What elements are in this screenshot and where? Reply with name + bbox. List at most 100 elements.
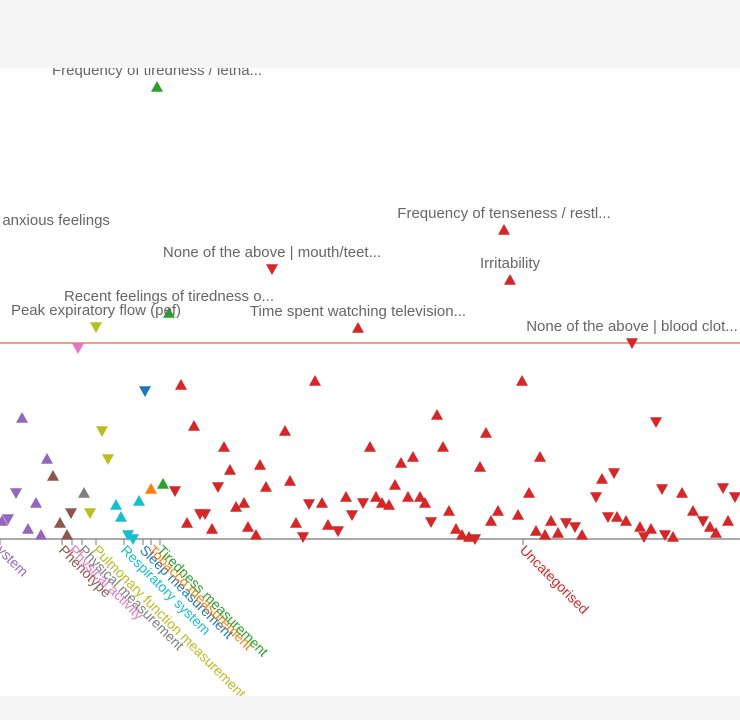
data-point-25[interactable] [534, 451, 546, 462]
data-point-19[interactable] [480, 427, 492, 438]
data-point-63[interactable] [230, 501, 242, 512]
data-point-58[interactable] [110, 499, 122, 510]
data-point-2[interactable] [266, 264, 278, 275]
data-point-57[interactable] [30, 497, 42, 508]
data-point-96[interactable] [634, 521, 646, 532]
data-point-50[interactable] [414, 491, 426, 502]
data-point-112[interactable] [667, 531, 679, 542]
data-point-40[interactable] [169, 486, 181, 497]
data-point-67[interactable] [199, 509, 211, 520]
data-point-62[interactable] [419, 497, 431, 508]
data-point-54[interactable] [238, 497, 250, 508]
data-point-102[interactable] [250, 529, 262, 540]
data-point-92[interactable] [332, 526, 344, 537]
data-point-61[interactable] [383, 499, 395, 510]
data-point-84[interactable] [545, 515, 557, 526]
data-point-91[interactable] [242, 521, 254, 532]
data-point-31[interactable] [47, 470, 59, 481]
data-point-27[interactable] [395, 457, 407, 468]
data-point-22[interactable] [437, 441, 449, 452]
data-point-98[interactable] [704, 521, 716, 532]
data-point-110[interactable] [638, 532, 650, 543]
data-point-80[interactable] [290, 517, 302, 528]
data-point-47[interactable] [340, 491, 352, 502]
data-point-10[interactable] [175, 379, 187, 390]
data-point-45[interactable] [523, 487, 535, 498]
data-point-6[interactable] [352, 322, 364, 333]
data-point-11[interactable] [309, 375, 321, 386]
data-point-7[interactable] [626, 338, 638, 349]
data-point-108[interactable] [552, 527, 564, 538]
data-point-28[interactable] [407, 451, 419, 462]
data-point-107[interactable] [539, 529, 551, 540]
data-point-97[interactable] [645, 523, 657, 534]
data-point-68[interactable] [346, 510, 358, 521]
data-point-44[interactable] [78, 487, 90, 498]
data-point-78[interactable] [54, 517, 66, 528]
data-point-89[interactable] [22, 523, 34, 534]
data-point-111[interactable] [659, 530, 671, 541]
data-point-53[interactable] [133, 495, 145, 506]
data-point-14[interactable] [431, 409, 443, 420]
data-point-60[interactable] [357, 498, 369, 509]
data-point-73[interactable] [611, 511, 623, 522]
data-point-1[interactable] [498, 224, 510, 235]
data-point-0[interactable] [151, 81, 163, 92]
data-point-77[interactable] [0, 515, 8, 526]
data-point-17[interactable] [96, 426, 108, 437]
data-point-21[interactable] [364, 441, 376, 452]
data-point-85[interactable] [560, 518, 572, 529]
data-point-30[interactable] [474, 461, 486, 472]
data-point-52[interactable] [729, 492, 740, 503]
data-point-71[interactable] [512, 509, 524, 520]
data-point-100[interactable] [61, 529, 73, 540]
data-point-8[interactable] [72, 343, 84, 354]
data-point-13[interactable] [16, 412, 28, 423]
data-point-65[interactable] [65, 508, 77, 519]
data-point-51[interactable] [590, 492, 602, 503]
data-point-81[interactable] [322, 519, 334, 530]
data-point-56[interactable] [376, 497, 388, 508]
data-point-83[interactable] [485, 515, 497, 526]
data-point-49[interactable] [402, 491, 414, 502]
data-point-55[interactable] [303, 499, 315, 510]
data-point-12[interactable] [516, 375, 528, 386]
data-point-90[interactable] [206, 523, 218, 534]
data-point-72[interactable] [602, 512, 614, 523]
data-point-35[interactable] [157, 478, 169, 489]
data-point-70[interactable] [492, 505, 504, 516]
data-point-94[interactable] [530, 525, 542, 536]
data-point-74[interactable] [687, 505, 699, 516]
data-point-106[interactable] [469, 534, 481, 545]
data-point-79[interactable] [181, 517, 193, 528]
data-point-43[interactable] [10, 488, 22, 499]
data-point-26[interactable] [254, 459, 266, 470]
data-point-76[interactable] [115, 511, 127, 522]
data-point-113[interactable] [710, 527, 722, 538]
data-point-59[interactable] [316, 497, 328, 508]
data-point-86[interactable] [620, 515, 632, 526]
data-point-42[interactable] [717, 483, 729, 494]
data-point-33[interactable] [596, 473, 608, 484]
data-point-5[interactable] [90, 322, 102, 333]
data-point-64[interactable] [84, 508, 96, 519]
data-point-38[interactable] [389, 479, 401, 490]
data-point-104[interactable] [456, 529, 468, 540]
data-point-69[interactable] [443, 505, 455, 516]
data-point-20[interactable] [218, 441, 230, 452]
data-point-75[interactable] [2, 514, 14, 525]
data-point-41[interactable] [656, 484, 668, 495]
data-point-15[interactable] [650, 417, 662, 428]
data-point-82[interactable] [425, 517, 437, 528]
data-point-29[interactable] [224, 464, 236, 475]
data-point-23[interactable] [41, 453, 53, 464]
data-point-88[interactable] [722, 515, 734, 526]
data-point-4[interactable] [163, 307, 175, 318]
data-point-95[interactable] [569, 522, 581, 533]
data-point-37[interactable] [260, 481, 272, 492]
data-point-32[interactable] [608, 468, 620, 479]
data-point-18[interactable] [279, 425, 291, 436]
data-point-46[interactable] [676, 487, 688, 498]
data-point-9[interactable] [139, 386, 151, 397]
data-point-103[interactable] [297, 532, 309, 543]
